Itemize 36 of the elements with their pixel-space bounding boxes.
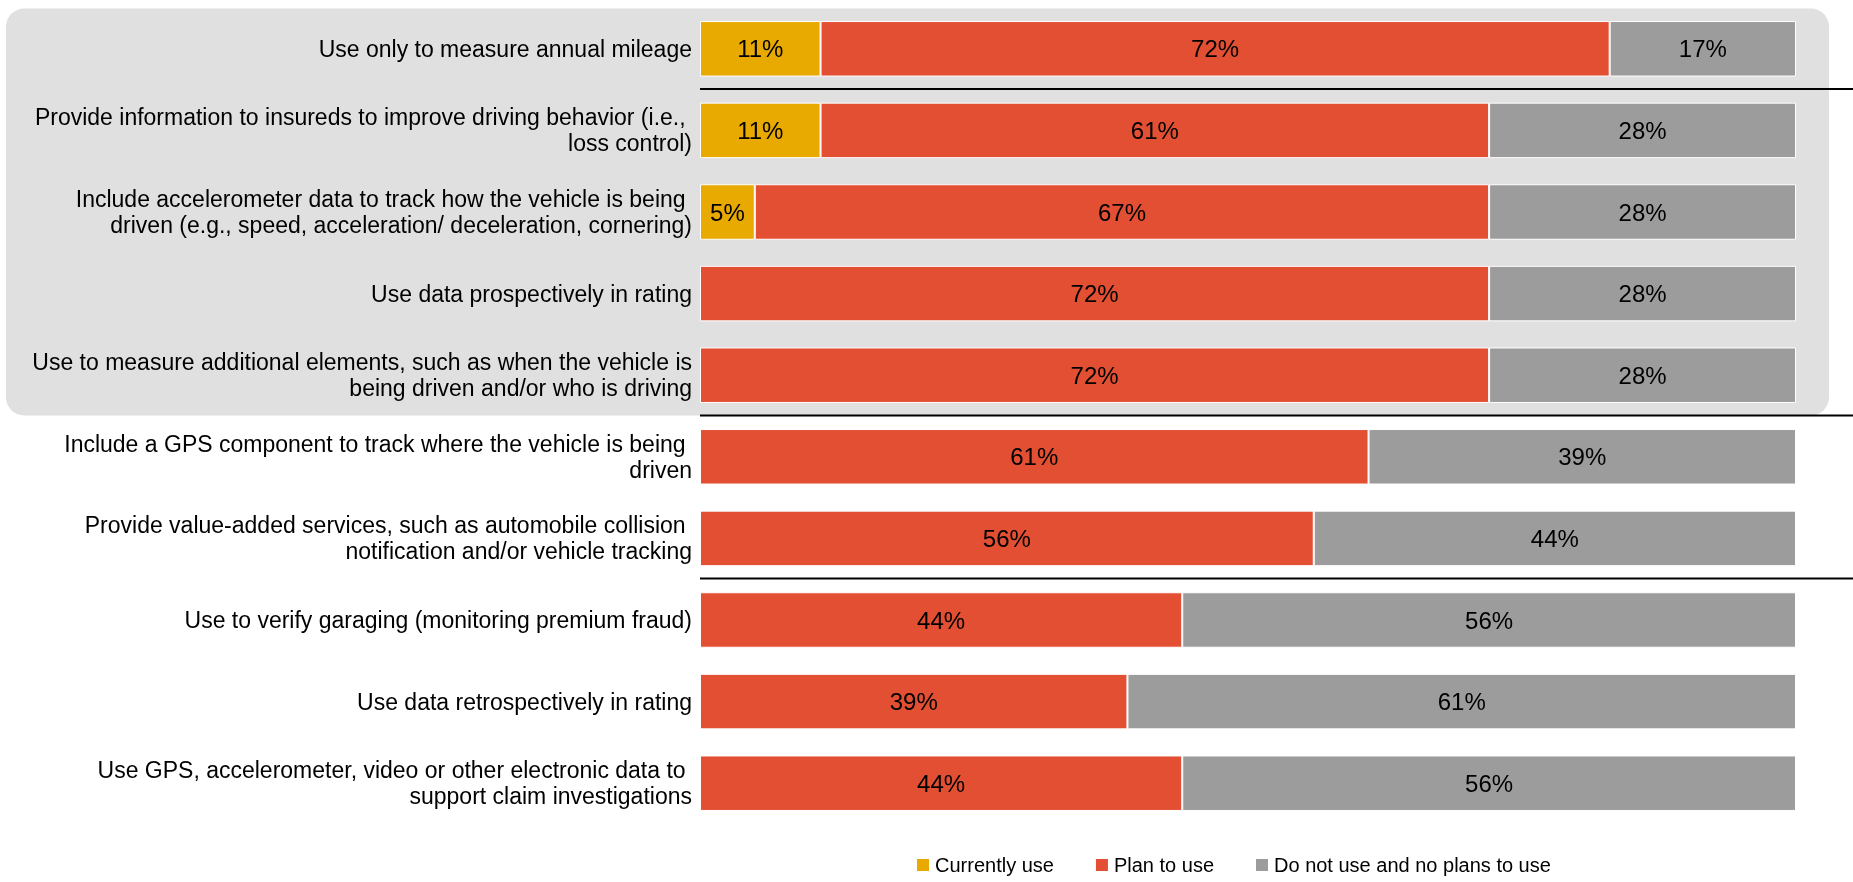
y-tick-label: Provide value-added services, such as automobile collision notification and/or vehicle tracking [84, 512, 692, 565]
data-label: 72% [1191, 35, 1240, 63]
y-tick-label: Use to verify garaging (monitoring premium fraud) [184, 607, 692, 633]
y-tick-label: Use GPS, accelerometer, video or other electronic data to support claim investigations [97, 757, 692, 810]
data-label: 28% [1618, 361, 1667, 389]
y-tick-label: Include a GPS component to track where the vehicle is being driven [64, 430, 692, 483]
data-label: 44% [917, 769, 966, 797]
data-label: 5% [710, 198, 745, 226]
data-label: 56% [1465, 606, 1514, 634]
y-tick-label: Use to measure additional elements, such as when the vehicle is being driven and/or who is driving [32, 349, 692, 402]
legend-label: Currently use [935, 854, 1054, 876]
data-label: 17% [1678, 35, 1727, 63]
data-label: 44% [1530, 524, 1579, 552]
data-label: 28% [1618, 116, 1667, 144]
data-label: 39% [1558, 443, 1607, 471]
data-label: 56% [982, 524, 1031, 552]
data-label: 61% [1437, 688, 1486, 716]
data-label: 72% [1070, 280, 1119, 308]
data-label: 56% [1465, 769, 1514, 797]
data-label: 72% [1070, 361, 1119, 389]
legend-label: Do not use and no plans to use [1274, 854, 1551, 876]
y-tick-label: Use data prospectively in rating [371, 280, 692, 307]
data-label: 61% [1010, 443, 1059, 471]
y-tick-label: Use only to measure annual mileage [318, 35, 692, 62]
legend-label: Plan to use [1113, 854, 1215, 876]
data-label: 28% [1618, 198, 1667, 226]
data-label: 11% [737, 35, 784, 63]
y-tick-label: Provide information to insureds to improve driving behavior (i.e., loss control) [34, 104, 692, 157]
data-label: 11% [737, 116, 784, 144]
y-tick-label: Use data retrospectively in rating [357, 688, 692, 715]
data-label: 67% [1097, 198, 1146, 226]
data-label: 28% [1618, 280, 1667, 308]
data-label: 39% [889, 688, 938, 716]
data-label: 61% [1130, 116, 1179, 144]
y-tick-label: Include accelerometer data to track how the vehicle is being driven (e.g., speed, acceleration/ deceleration, cornering) [75, 186, 692, 238]
data-label: 44% [917, 606, 966, 634]
